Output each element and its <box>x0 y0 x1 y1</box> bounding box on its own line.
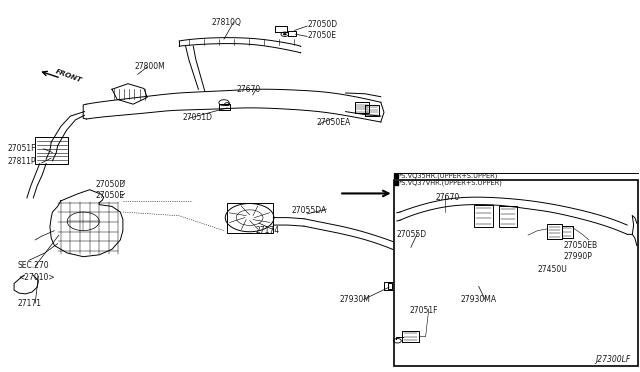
Text: 27051D: 27051D <box>182 113 212 122</box>
Text: 27990P: 27990P <box>563 252 592 261</box>
Text: 27051F: 27051F <box>410 306 438 315</box>
Text: 27051F: 27051F <box>8 144 36 153</box>
Text: SEC.270: SEC.270 <box>18 262 49 270</box>
Circle shape <box>283 33 287 35</box>
Text: 27810Q: 27810Q <box>211 18 241 27</box>
Text: 27670: 27670 <box>237 85 261 94</box>
Text: 27050D: 27050D <box>307 20 337 29</box>
Bar <box>394 180 638 366</box>
Text: 27811P: 27811P <box>8 157 36 166</box>
Text: *S.VQ37VHR.(UPPER+S.UPPER): *S.VQ37VHR.(UPPER+S.UPPER) <box>399 180 502 186</box>
Text: FRONT: FRONT <box>55 69 83 84</box>
Text: *S.VQ35HR.(UPPER+S.UPPER): *S.VQ35HR.(UPPER+S.UPPER) <box>399 172 498 179</box>
Text: J27300LF: J27300LF <box>595 355 630 364</box>
Text: 27670: 27670 <box>435 193 460 202</box>
Text: 27055DA: 27055DA <box>291 206 326 215</box>
Text: 27050D: 27050D <box>96 180 126 189</box>
Bar <box>499 206 517 227</box>
Bar <box>227 203 273 232</box>
Text: 27050E: 27050E <box>96 191 125 200</box>
Text: 27450U: 27450U <box>538 265 567 274</box>
Text: 27930MA: 27930MA <box>461 295 497 304</box>
Text: 27055D: 27055D <box>397 230 427 239</box>
Text: 27930M: 27930M <box>339 295 370 304</box>
Text: 27174: 27174 <box>256 226 280 235</box>
Text: 27050E: 27050E <box>307 31 336 40</box>
Text: <27010>: <27010> <box>18 273 54 282</box>
Text: 27800M: 27800M <box>134 62 165 71</box>
Text: 27171: 27171 <box>18 299 42 308</box>
Text: 27050EB: 27050EB <box>563 241 597 250</box>
Text: 27050EA: 27050EA <box>317 118 351 127</box>
Bar <box>474 205 493 227</box>
